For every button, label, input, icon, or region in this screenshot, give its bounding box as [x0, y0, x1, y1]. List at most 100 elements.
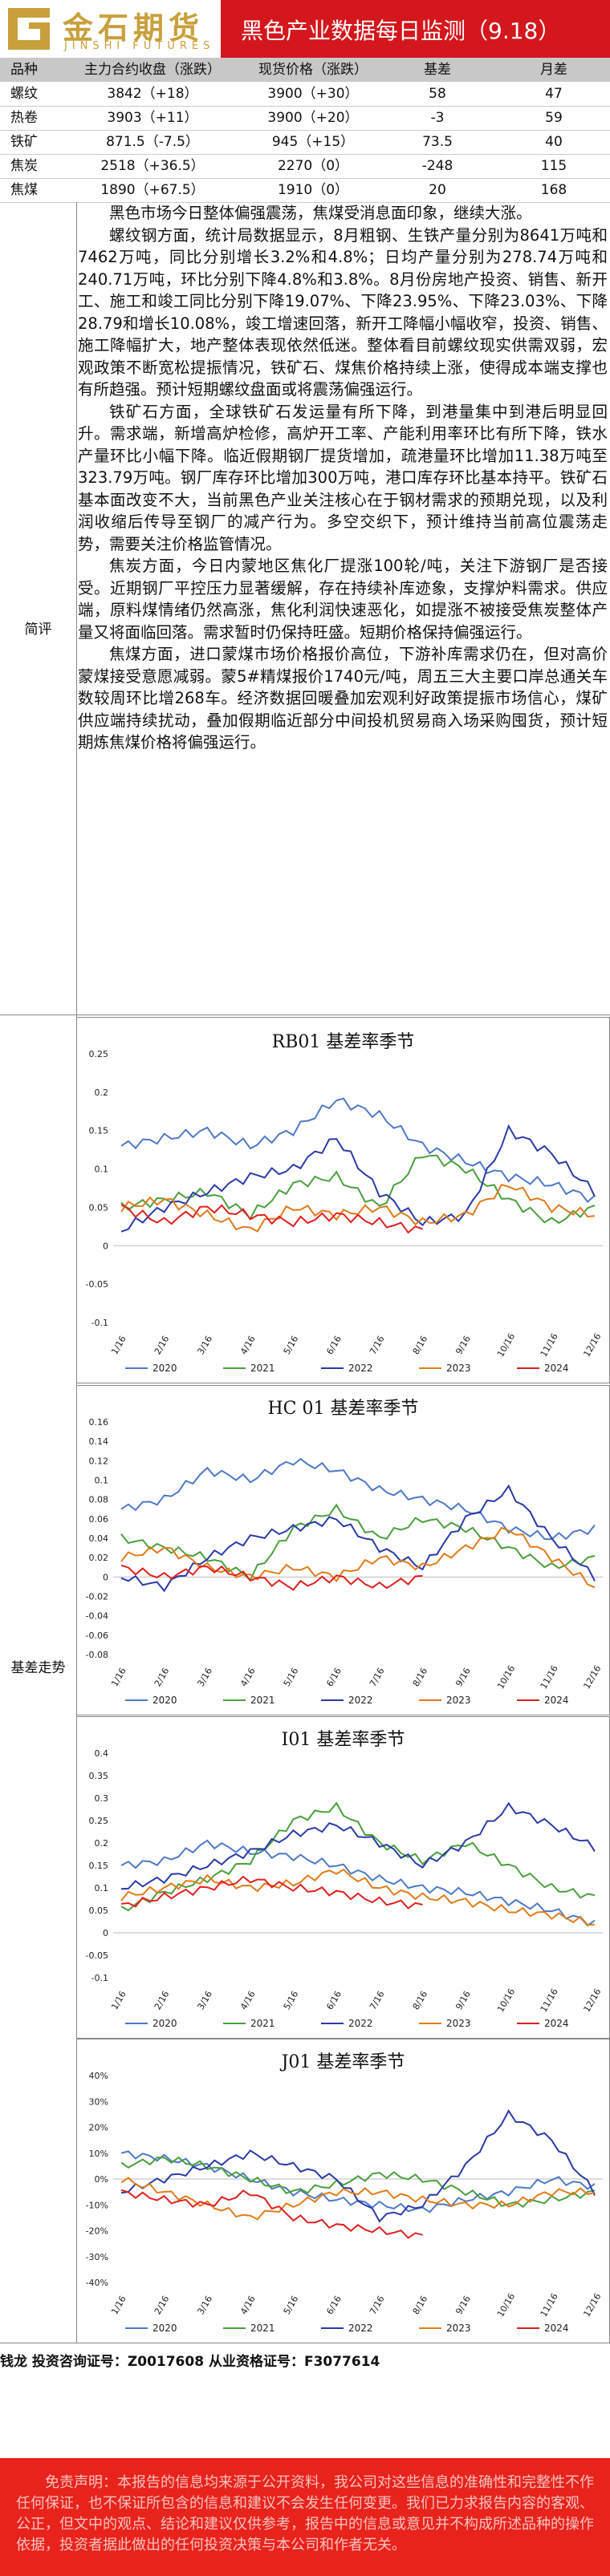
disclaimer-block: 免责声明：本报告的信息均来源于公开资料，我公司对这些信息的准确性和完整性不作任何…: [0, 2458, 610, 2576]
x-tick-label: 3/16: [195, 2294, 214, 2316]
logo: 金石期货 JINSHI FUTURES: [0, 0, 221, 58]
x-tick-label: 9/16: [453, 1666, 473, 1688]
table-cell: 168: [540, 182, 567, 198]
x-tick-label: 3/16: [195, 1334, 214, 1356]
legend-label: 2021: [250, 1695, 275, 1706]
row-variety: 铁矿: [10, 134, 38, 150]
x-tick-label: 2/16: [152, 1334, 172, 1356]
table-row: 热卷 3903（+11） 3900（+20） -3 59: [0, 106, 610, 131]
comment-paragraph: 铁矿石方面，全球铁矿石发运量有所下降，到港量集中到港后明显回升。需求端，新增高炉…: [78, 402, 608, 553]
y-tick-label: 0.15: [89, 1861, 109, 1871]
series-line-2022: [120, 1484, 596, 1593]
chart-title: J01 基差率季节: [281, 2052, 405, 2072]
table-row: 铁矿 871.5（-7.5） 945（+15） 73.5 40: [0, 130, 610, 155]
x-tick-label: 9/16: [453, 1989, 473, 2011]
y-tick-label: -0.05: [86, 1950, 108, 1961]
y-tick-label: -20%: [86, 2226, 108, 2237]
x-tick-label: 10/16: [495, 1331, 517, 1359]
y-tick-label: 0.1: [95, 1476, 109, 1486]
comment-body: 黑色市场今日整体偏强震荡，焦煤受消息面印象，继续大涨。 螺纹钢方面，统计局数据显…: [78, 202, 608, 1012]
chart-hc01: HC 01 基差率季节 0.16 0.14 0.12 0.1 0.08 0.06 0.04 0…: [76, 1385, 610, 1715]
legend-label: 2020: [152, 1695, 177, 1706]
y-tick-label: 0.1: [95, 1883, 109, 1894]
table-header: 品种 主力合约收盘（涨跌） 现货价格（涨跌） 基差 月差: [0, 58, 610, 82]
table-cell: 1890（+67.5）: [100, 182, 205, 198]
x-tick-label: 12/16: [581, 1331, 603, 1359]
y-tick-label: 0.25: [89, 1049, 109, 1059]
page-title: 黑色产业数据每日监测（9.18）: [241, 18, 561, 44]
series-line-2021: [120, 1503, 596, 1582]
table-cell: 115: [540, 158, 567, 174]
x-tick-label: 6/16: [324, 2294, 344, 2316]
y-tick-label: 0.14: [89, 1436, 109, 1447]
x-tick-label: 10/16: [495, 2291, 517, 2319]
y-tick-label: 0.05: [89, 1906, 109, 1916]
x-tick-label: 7/16: [368, 2294, 387, 2316]
series-line-2022: [120, 1801, 596, 1890]
chart-svg: 40% 30% 20% 10% 0% -10% -20% -30% -40%1/16 2/16 3/…: [86, 2071, 604, 2334]
table-cell: -248: [421, 158, 453, 174]
x-tick-label: 5/16: [282, 1334, 301, 1356]
comment-label: 简评: [24, 622, 52, 638]
y-tick-label: 0: [103, 1572, 108, 1582]
series-line-2024: [120, 1204, 423, 1234]
x-tick-label: 4/16: [238, 2294, 258, 2316]
x-tick-label: 5/16: [282, 1666, 301, 1688]
basis-label: 基差走势: [10, 1660, 66, 1676]
series-line-2024: [120, 1564, 423, 1591]
table-cell: 73.5: [422, 134, 453, 150]
y-tick-label: 0.04: [89, 1533, 109, 1544]
x-tick-label: 5/16: [282, 2294, 301, 2316]
table-cell: 40: [545, 134, 563, 150]
legend-label: 2021: [250, 2018, 275, 2029]
row-variety: 热卷: [10, 110, 38, 126]
y-tick-label: 0.35: [89, 1771, 109, 1781]
series-line-2022: [120, 2109, 596, 2223]
legend-label: 2023: [446, 1363, 471, 1374]
legend-label: 2022: [348, 1363, 373, 1374]
legend-label: 2024: [544, 1695, 569, 1706]
y-tick-label: 0.08: [89, 1495, 109, 1505]
x-tick-label: 4/16: [238, 1666, 258, 1688]
y-tick-label: 0.1: [95, 1164, 109, 1175]
table-cell: 59: [545, 110, 563, 126]
y-tick-label: -0.04: [86, 1611, 108, 1622]
legend-label: 2024: [544, 2323, 569, 2334]
x-tick-label: 10/16: [495, 1663, 517, 1691]
y-tick-label: -0.06: [86, 1630, 108, 1641]
x-tick-label: 3/16: [195, 1989, 214, 2011]
analyst-credentials: 钱龙 投资咨询证号：Z0017608 从业资格证号：F3077614: [0, 2354, 380, 2370]
x-tick-label: 1/16: [109, 1666, 128, 1688]
brand-logo-icon: [5, 5, 53, 53]
series-line-2020: [120, 2150, 596, 2213]
y-tick-label: 0.05: [89, 1202, 109, 1213]
series-line-2021: [120, 1801, 596, 1912]
y-tick-label: 0.2: [95, 1088, 109, 1098]
divider: [76, 202, 77, 1016]
comment-paragraph: 焦炭方面，今日内蒙地区焦化厂提涨100轮/吨，关注下游钢厂是否接受。近期钢厂平控…: [78, 557, 608, 642]
logo-english-text: JINSHI FUTURES: [64, 40, 215, 52]
series-line-2021: [120, 2156, 596, 2209]
table-cell: 2270（0）: [277, 158, 349, 174]
disclaimer-text: 免责声明：本报告的信息均来源于公开资料，我公司对这些信息的准确性和完整性不作任何…: [16, 2474, 594, 2554]
legend-label: 2024: [544, 1363, 569, 1374]
x-tick-label: 7/16: [368, 1334, 387, 1356]
series-line-2022: [120, 1124, 596, 1233]
x-tick-label: 6/16: [324, 1334, 344, 1356]
y-tick-label: -10%: [86, 2200, 108, 2210]
table-cell: 47: [545, 86, 563, 102]
legend-label: 2022: [348, 1695, 373, 1706]
y-tick-label: 0.25: [89, 1816, 109, 1826]
series-line-2020: [120, 1839, 596, 1927]
legend-label: 2022: [348, 2018, 373, 2029]
table-cell: 58: [429, 86, 446, 102]
table-cell: 20: [429, 182, 446, 198]
x-tick-label: 1/16: [109, 1989, 128, 2011]
x-tick-label: 11/16: [539, 1331, 560, 1359]
comment-paragraph: 螺纹钢方面，统计局数据显示，8月粗钢、生铁产量分别为8641万吨和7462万吨，…: [78, 225, 608, 399]
legend-label: 2024: [544, 2018, 569, 2029]
column-header-variety: 品种: [10, 62, 38, 78]
x-tick-label: 1/16: [109, 1334, 128, 1356]
y-tick-label: 0.12: [89, 1456, 109, 1466]
x-tick-label: 2/16: [152, 1666, 172, 1688]
